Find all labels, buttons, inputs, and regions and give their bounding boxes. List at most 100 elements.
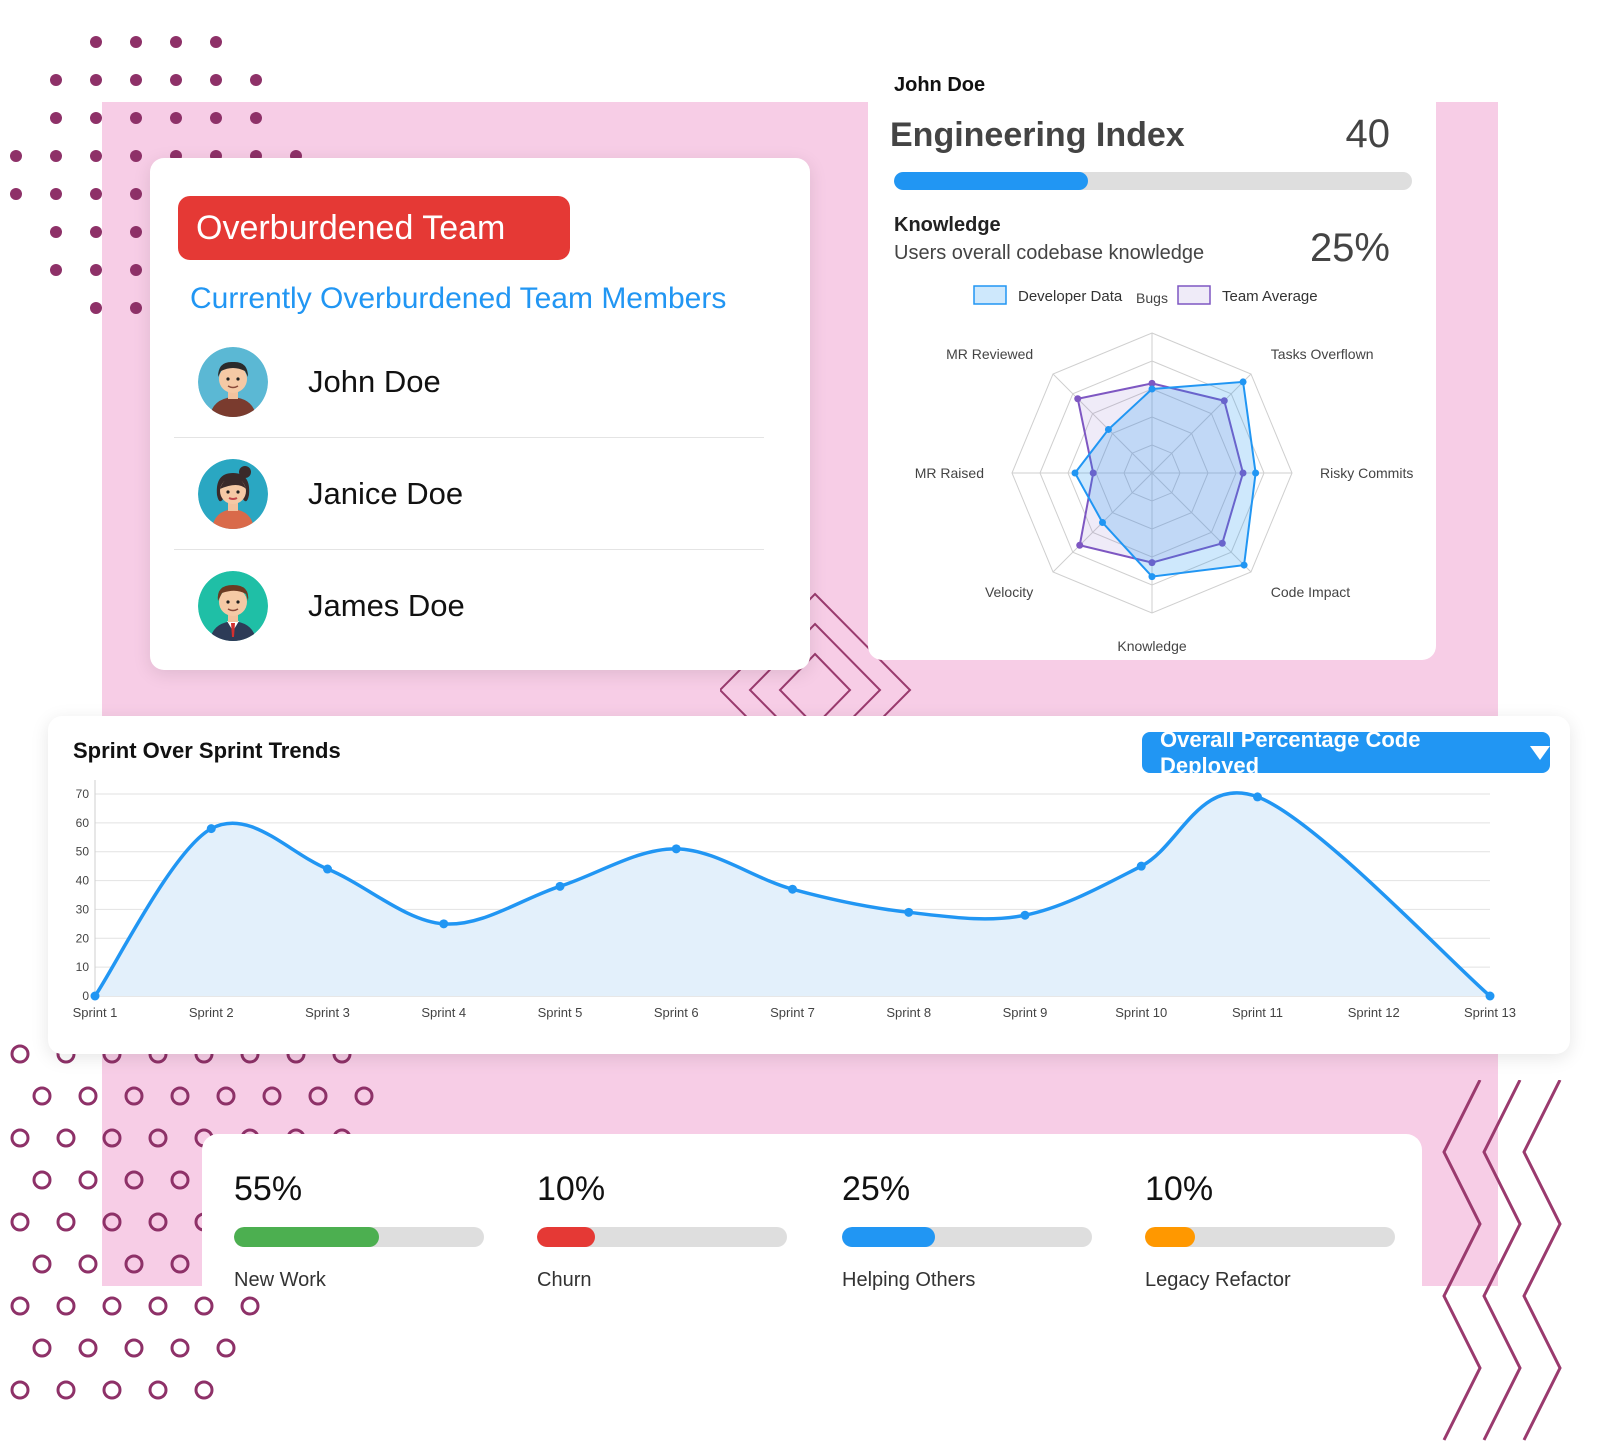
legend-label: Team Average (1222, 288, 1318, 305)
decorative-ring (32, 1254, 52, 1274)
decorative-ring (10, 1380, 30, 1400)
radar-axis-line (1151, 472, 1252, 573)
decorative-dot (50, 226, 62, 238)
stat-label: Legacy Refactor (1145, 1269, 1291, 1291)
radar-axis-label: Code Impact (1271, 584, 1350, 600)
decorative-dots-pattern (10, 36, 302, 314)
radar-axis-line (1151, 373, 1252, 474)
decorative-ring (102, 1128, 122, 1148)
stat-bar-fill (537, 1227, 595, 1247)
stat-item: 55% New Work (234, 1170, 484, 1292)
decorative-dot (90, 150, 102, 162)
decorative-ring (308, 1086, 328, 1106)
developer-name: John Doe (894, 74, 986, 96)
decorative-ring (262, 1086, 282, 1106)
decorative-ring (78, 1170, 98, 1190)
trend-point (904, 907, 914, 917)
decorative-dot (130, 36, 142, 48)
decorative-ring (124, 1170, 144, 1190)
decorative-ring (148, 1212, 168, 1232)
decorative-dot (210, 36, 222, 48)
trend-point (439, 919, 449, 929)
trend-line (93, 791, 1492, 998)
x-tick-label: Sprint 12 (1348, 1005, 1400, 1020)
radar-axis-label: MR Reviewed (946, 346, 1033, 362)
decorative-dot (10, 188, 22, 200)
decorative-ring (56, 1380, 76, 1400)
decorative-dot (170, 112, 182, 124)
work-distribution-card: 55% New Work 10% Churn 25% Helping Others 10% L… (202, 1134, 1422, 1294)
decorative-ring (32, 1086, 52, 1106)
decorative-dot (90, 112, 102, 124)
decorative-ring (354, 1086, 374, 1106)
list-item[interactable]: Janice Doe (174, 438, 764, 550)
radar-point (1220, 397, 1228, 405)
list-item[interactable]: James Doe (174, 550, 764, 662)
stat-bar (1145, 1227, 1395, 1247)
decorative-ring (170, 1254, 190, 1274)
decorative-ring (10, 1296, 30, 1316)
decorative-dot (250, 74, 262, 86)
radar-point (1074, 395, 1082, 403)
stat-bar (842, 1227, 1092, 1247)
stat-percent: 10% (1145, 1170, 1214, 1208)
radar-point (1240, 561, 1248, 569)
decorative-ring (10, 1212, 30, 1232)
radar-point (1099, 518, 1107, 526)
trend-point (671, 844, 681, 854)
decorative-dot (90, 264, 102, 276)
decorative-dot (170, 74, 182, 86)
x-tick-label: Sprint 3 (305, 1005, 350, 1020)
trend-point (1485, 991, 1495, 1001)
metric-select-dropdown[interactable]: Overall Percentage Code Deployed (1142, 727, 1550, 778)
y-tick-label: 70 (76, 787, 90, 801)
decorative-ring (194, 1380, 214, 1400)
trend-point (206, 824, 216, 834)
decorative-ring (32, 1170, 52, 1190)
decorative-dot (130, 150, 142, 162)
engineering-index-label: Engineering Index (890, 116, 1185, 154)
radar-axis-label: MR Raised (915, 465, 984, 481)
x-tick-label: Sprint 11 (1232, 1005, 1283, 1020)
list-item[interactable]: John Doe (174, 326, 764, 438)
stat-item: 10% Legacy Refactor (1145, 1170, 1395, 1292)
decorative-ring (124, 1254, 144, 1274)
decorative-dot (130, 112, 142, 124)
decorative-dot (50, 150, 62, 162)
decorative-ring (10, 1044, 30, 1064)
sprint-trends-title: Sprint Over Sprint Trends (73, 738, 341, 763)
y-tick-label: 10 (76, 960, 90, 974)
stat-label: Churn (537, 1269, 592, 1291)
decorative-dot (50, 264, 62, 276)
decorative-dot (250, 112, 262, 124)
x-tick-label: Sprint 13 (1464, 1005, 1516, 1020)
decorative-dot (90, 226, 102, 238)
stat-bar-fill (842, 1227, 935, 1247)
x-tick-label: Sprint 10 (1115, 1005, 1167, 1020)
decorative-ring (124, 1086, 144, 1106)
stat-percent: 55% (234, 1170, 303, 1208)
skills-radar-chart: Bugs Tasks Overflown Risky Commits Code Imp… (915, 285, 1413, 654)
decorative-ring (56, 1212, 76, 1232)
decorative-ring (78, 1338, 98, 1358)
trend-point (555, 881, 565, 891)
decorative-ring (102, 1296, 122, 1316)
radar-point (1076, 541, 1084, 549)
decorative-ring (194, 1296, 214, 1316)
radar-axis-label: Tasks Overflown (1271, 346, 1374, 362)
decorative-dot (130, 188, 142, 200)
stat-bar-fill (1145, 1227, 1195, 1247)
stat-bar (537, 1227, 787, 1247)
radar-point (1218, 539, 1226, 547)
x-tick-label: Sprint 8 (886, 1005, 931, 1020)
radar-point (1148, 573, 1156, 581)
chevron-down-icon (1530, 745, 1550, 760)
decorative-ring (148, 1296, 168, 1316)
y-tick-label: 40 (76, 874, 90, 888)
x-tick-label: Sprint 2 (189, 1005, 234, 1020)
x-tick-label: Sprint 6 (654, 1005, 699, 1020)
man-avatar-icon (198, 346, 268, 417)
decorative-ring (216, 1338, 236, 1358)
trend-point (1136, 861, 1146, 871)
decorative-ring (148, 1380, 168, 1400)
